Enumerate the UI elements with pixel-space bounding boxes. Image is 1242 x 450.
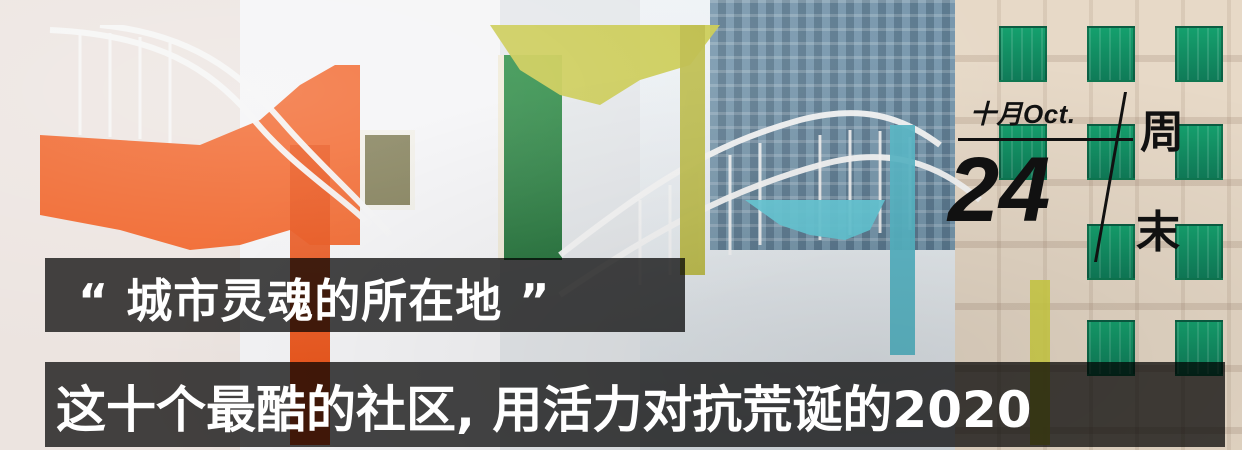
date-week-bottom: 末 xyxy=(1136,207,1180,258)
date-month: 十月Oct. xyxy=(970,99,1076,129)
cyan-column xyxy=(890,125,915,355)
apartment-window xyxy=(999,26,1047,82)
cyan-staircase xyxy=(745,200,885,240)
apartment-window xyxy=(999,124,1047,180)
yellow-staircase xyxy=(490,25,720,105)
apartment-window xyxy=(1175,26,1223,82)
date-day: 24 xyxy=(948,139,1051,241)
apartment-window xyxy=(1175,224,1223,280)
white-railings xyxy=(49,25,982,298)
yellow-column xyxy=(680,25,705,275)
apartment-window xyxy=(1087,224,1135,280)
stamp-slash xyxy=(1094,92,1127,262)
quote-text: “ 城市灵魂的所在地 ” xyxy=(78,274,551,328)
stamp-divider xyxy=(958,138,1133,141)
building-window xyxy=(360,130,415,210)
apartment-window xyxy=(1087,26,1135,82)
headline-text: 这十个最酷的社区, 用活力对抗荒诞的2020 xyxy=(56,381,1032,439)
quote-overlay xyxy=(45,258,685,332)
railing-balusters xyxy=(78,30,912,285)
date-week-top: 周 xyxy=(1140,107,1184,158)
headline-overlay xyxy=(45,362,1225,447)
orange-staircase xyxy=(40,65,360,250)
date-stamp: 十月Oct. 24 周 末 xyxy=(948,92,1208,262)
apartment-window xyxy=(1175,124,1223,180)
